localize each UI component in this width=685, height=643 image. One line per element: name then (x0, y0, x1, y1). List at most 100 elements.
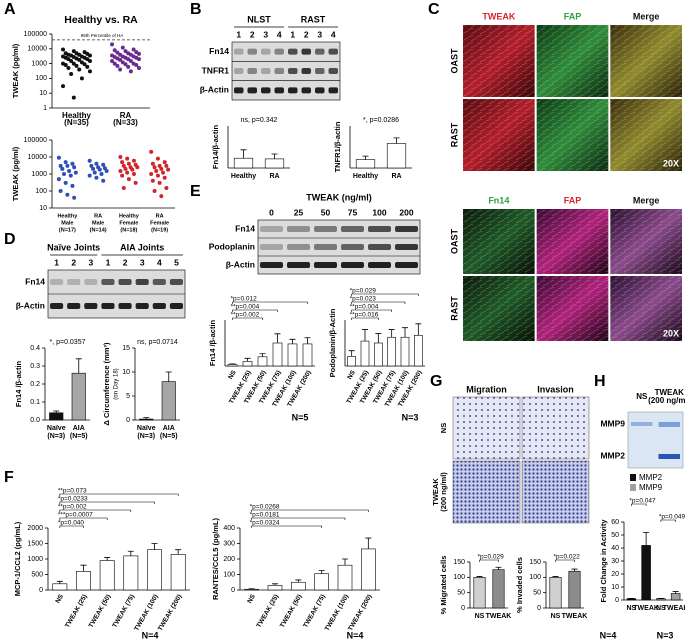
data-point (69, 71, 74, 76)
x-tick-label: TWEAK (50) (279, 593, 304, 629)
annotation: **p=0.004 (231, 304, 260, 311)
y-tick-label: 5 (126, 393, 130, 400)
error-bar (348, 350, 355, 357)
y-tick-label: 400 (223, 525, 235, 532)
annotation: *p=0.023 (350, 296, 377, 303)
data-point (101, 162, 106, 167)
legend-swatch (630, 474, 636, 481)
row-label: OAST (449, 229, 459, 255)
error-bar (274, 333, 281, 343)
bar (641, 545, 651, 601)
significance-bracket (555, 559, 575, 562)
micrograph-texture (610, 276, 682, 341)
y-axis-label: % Migrated cells (439, 556, 448, 615)
data-point (152, 189, 157, 193)
blot-band (50, 303, 64, 309)
bar (52, 583, 68, 591)
error-bar (259, 353, 266, 357)
data-point (92, 170, 97, 175)
x-tick-label: TWEAK (75) (302, 593, 327, 629)
y-axis-label: Fold Change in Activity (599, 519, 608, 603)
x-tick-label: (N=18) (120, 227, 137, 233)
blot-band (368, 262, 391, 268)
data-point (164, 186, 169, 191)
y-tick-label: 1 (43, 105, 47, 112)
annotation: **p=0.073 (58, 488, 87, 495)
lane-label: 25 (294, 207, 304, 217)
data-point (104, 169, 109, 174)
x-tick-label: NS (551, 613, 561, 620)
blot-band (260, 262, 283, 268)
y-tick-label: 10 (39, 205, 47, 212)
error-bar (388, 329, 395, 338)
blot-band (67, 303, 81, 309)
y-tick-label: 50 (457, 590, 465, 597)
data-point (60, 166, 65, 171)
blot-band (274, 87, 284, 94)
bar (244, 588, 259, 591)
error-bar (80, 564, 87, 572)
x-tick-label: AIA (163, 425, 175, 432)
lane-label: 3 (88, 257, 93, 267)
magnification: 20X (663, 158, 679, 168)
blot-band (288, 48, 298, 55)
blot-band (274, 48, 284, 55)
y-tick-label: 0.3 (30, 363, 40, 370)
group-label: AIA Joints (120, 242, 164, 252)
data-point (136, 51, 141, 56)
x-tick-label: NS (475, 613, 485, 620)
group-label: Naïve Joints (47, 242, 100, 252)
error-bar (476, 576, 483, 578)
x-tick-label: Healthy (353, 173, 378, 180)
significance-bracket (232, 309, 278, 312)
panel-letter: C (428, 1, 440, 18)
significance-bracket (351, 317, 379, 320)
data-point (63, 63, 68, 68)
micrograph (452, 460, 521, 524)
lane-label: 4 (277, 29, 282, 39)
bar (49, 412, 64, 421)
micrograph (452, 396, 521, 460)
annotation: *p=0.0181 (250, 512, 280, 519)
error-bar (643, 532, 650, 546)
blot-band (84, 279, 98, 285)
x-tick-label: TWEAK (486, 613, 512, 620)
data-point (121, 163, 126, 168)
data-point (63, 160, 68, 165)
data-point (56, 177, 61, 182)
lane-label: 2 (123, 257, 128, 267)
x-tick-label: AIA (73, 425, 85, 432)
x-tick-label: RA (391, 173, 401, 180)
annotation: *p=0.029 (350, 288, 377, 295)
error-bar (552, 576, 559, 578)
data-point (61, 47, 66, 52)
micrograph-texture (536, 25, 609, 97)
data-point (56, 155, 61, 160)
data-point (112, 48, 117, 53)
row-label: OAST (449, 48, 459, 74)
bar (99, 560, 115, 591)
data-point (125, 170, 130, 175)
error-bar (289, 338, 296, 344)
bar (626, 598, 637, 601)
data-point (154, 169, 159, 174)
lane-label: 2 (304, 29, 309, 39)
data-point (97, 167, 102, 172)
bar (355, 159, 376, 169)
gel-band (631, 422, 653, 426)
micrograph-texture (610, 25, 682, 97)
blot-band (247, 48, 257, 55)
data-point (149, 149, 154, 154)
blot-background (257, 219, 421, 275)
significance-bracket (59, 509, 132, 512)
significance-bracket (251, 525, 322, 528)
y-tick-label: 0 (537, 605, 541, 612)
data-point (131, 172, 136, 176)
bar (170, 554, 186, 591)
y-tick-label: 10 (611, 584, 619, 591)
micrograph-texture (463, 209, 535, 274)
y-tick-label: 10000 (28, 46, 48, 53)
blot-band (368, 226, 391, 232)
data-point (58, 163, 63, 168)
